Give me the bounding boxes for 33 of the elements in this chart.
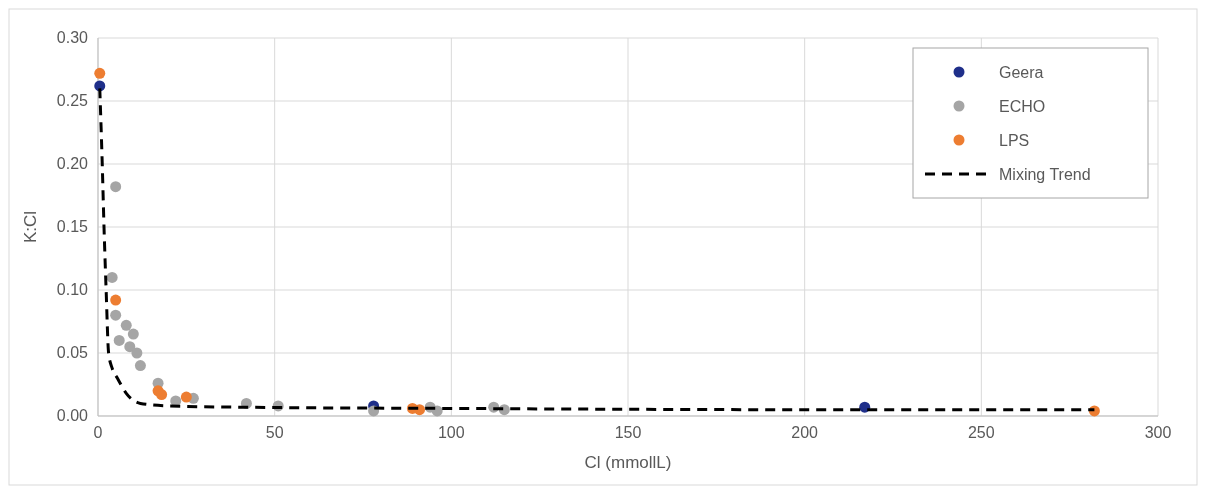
x-tick-label: 50 <box>265 424 284 441</box>
point <box>124 341 136 353</box>
x-tick-label: 250 <box>967 424 995 441</box>
y-axis-title: K:Cl <box>21 210 40 244</box>
x-tick-label: 100 <box>437 424 465 441</box>
legend-label: Geera <box>999 64 1044 81</box>
x-tick-label: 150 <box>614 424 642 441</box>
x-axis-title: Cl (mmollL) <box>584 453 672 472</box>
x-tick-label: 0 <box>93 424 103 441</box>
y-tick-label: 0.25 <box>56 92 89 109</box>
point <box>94 67 106 79</box>
y-tick-label: 0.00 <box>56 407 89 424</box>
legend-label: LPS <box>999 132 1030 149</box>
y-tick-label: 0.10 <box>56 281 89 298</box>
y-tick-label: 0.15 <box>56 218 89 235</box>
x-tick-label: 200 <box>791 424 819 441</box>
y-tick-label: 0.30 <box>56 29 89 46</box>
point <box>110 294 122 306</box>
legend-label: Mixing Trend <box>999 166 1091 183</box>
point <box>134 360 146 372</box>
point <box>180 391 192 403</box>
point <box>156 389 168 401</box>
point <box>113 334 125 346</box>
y-tick-label: 0.05 <box>56 344 89 361</box>
y-tick-label: 0.20 <box>56 155 89 172</box>
legend-label: ECHO <box>999 98 1046 115</box>
x-tick-label: 300 <box>1144 424 1172 441</box>
point <box>120 319 132 331</box>
point <box>131 347 143 359</box>
point <box>106 271 118 283</box>
point <box>127 328 139 340</box>
point <box>110 309 122 321</box>
point <box>110 181 122 193</box>
